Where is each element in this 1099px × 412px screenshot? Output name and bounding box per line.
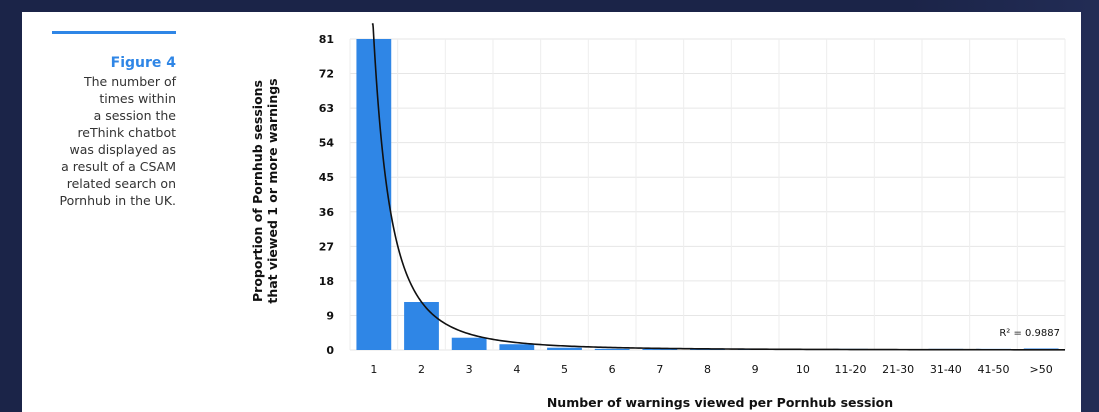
x-tick-label: 1 bbox=[370, 363, 377, 376]
figure-caption-text: The number of times within a session the… bbox=[30, 73, 176, 209]
bar bbox=[547, 347, 582, 350]
figure-caption: Figure 4 The number of times within a se… bbox=[30, 54, 176, 209]
y-tick-label: 72 bbox=[319, 68, 334, 81]
y-tick-label: 45 bbox=[319, 171, 334, 184]
x-tick-label: 7 bbox=[656, 363, 663, 376]
x-tick-label: 21-30 bbox=[882, 363, 914, 376]
x-tick-label: 2 bbox=[418, 363, 425, 376]
bars bbox=[356, 39, 1059, 350]
caption-line: was displayed as bbox=[69, 142, 176, 157]
x-tick-label: 9 bbox=[752, 363, 759, 376]
y-tick-labels: 0 9 18 27 36 45 54 63 72 81 bbox=[319, 33, 335, 357]
bar bbox=[356, 39, 392, 350]
y-tick-label: 18 bbox=[319, 275, 334, 288]
x-tick-label: 5 bbox=[561, 363, 568, 376]
trendline bbox=[371, 23, 1065, 351]
r-squared-label: R² = 0.9887 bbox=[999, 328, 1060, 339]
y-tick-label: 81 bbox=[319, 33, 334, 46]
trendline-curve bbox=[371, 23, 1065, 351]
x-tick-label: 8 bbox=[704, 363, 711, 376]
x-tick-label: 10 bbox=[796, 363, 810, 376]
y-tick-label: 0 bbox=[326, 344, 334, 357]
caption-accent-line bbox=[52, 31, 176, 34]
x-axis-label: Number of warnings viewed per Pornhub se… bbox=[546, 395, 894, 410]
x-tick-label: 6 bbox=[609, 363, 616, 376]
bar bbox=[642, 349, 678, 350]
y-tick-label: 54 bbox=[319, 137, 335, 150]
caption-line: reThink chatbot bbox=[77, 125, 176, 140]
x-tick-label: 3 bbox=[466, 363, 473, 376]
gridlines bbox=[349, 38, 1066, 351]
bar bbox=[404, 302, 439, 350]
x-tick-label: 4 bbox=[513, 363, 520, 376]
caption-line: The number of bbox=[83, 74, 176, 89]
caption-line: a result of a CSAM bbox=[61, 159, 176, 174]
caption-line: related search on bbox=[66, 176, 176, 191]
x-tick-label: 41-50 bbox=[978, 363, 1010, 376]
caption-line: Pornhub in the UK. bbox=[59, 193, 176, 208]
y-tick-label: 63 bbox=[319, 102, 334, 115]
bar bbox=[499, 344, 535, 350]
y-tick-label: 27 bbox=[319, 240, 334, 253]
bar bbox=[594, 348, 630, 350]
x-tick-label: >50 bbox=[1030, 363, 1053, 376]
figure-title: Figure 4 bbox=[110, 55, 176, 71]
caption-line: a session the bbox=[93, 108, 176, 123]
y-tick-label: 9 bbox=[326, 309, 334, 322]
x-tick-label: 11-20 bbox=[835, 363, 867, 376]
caption-line: times within bbox=[99, 91, 176, 106]
x-tick-labels: 1 2 3 4 5 6 7 8 9 10 11-20 21-30 31-40 41-50 >50 bbox=[370, 363, 1052, 376]
x-tick-label: 31-40 bbox=[930, 363, 962, 376]
bar bbox=[451, 337, 487, 350]
y-tick-label: 36 bbox=[319, 206, 335, 219]
